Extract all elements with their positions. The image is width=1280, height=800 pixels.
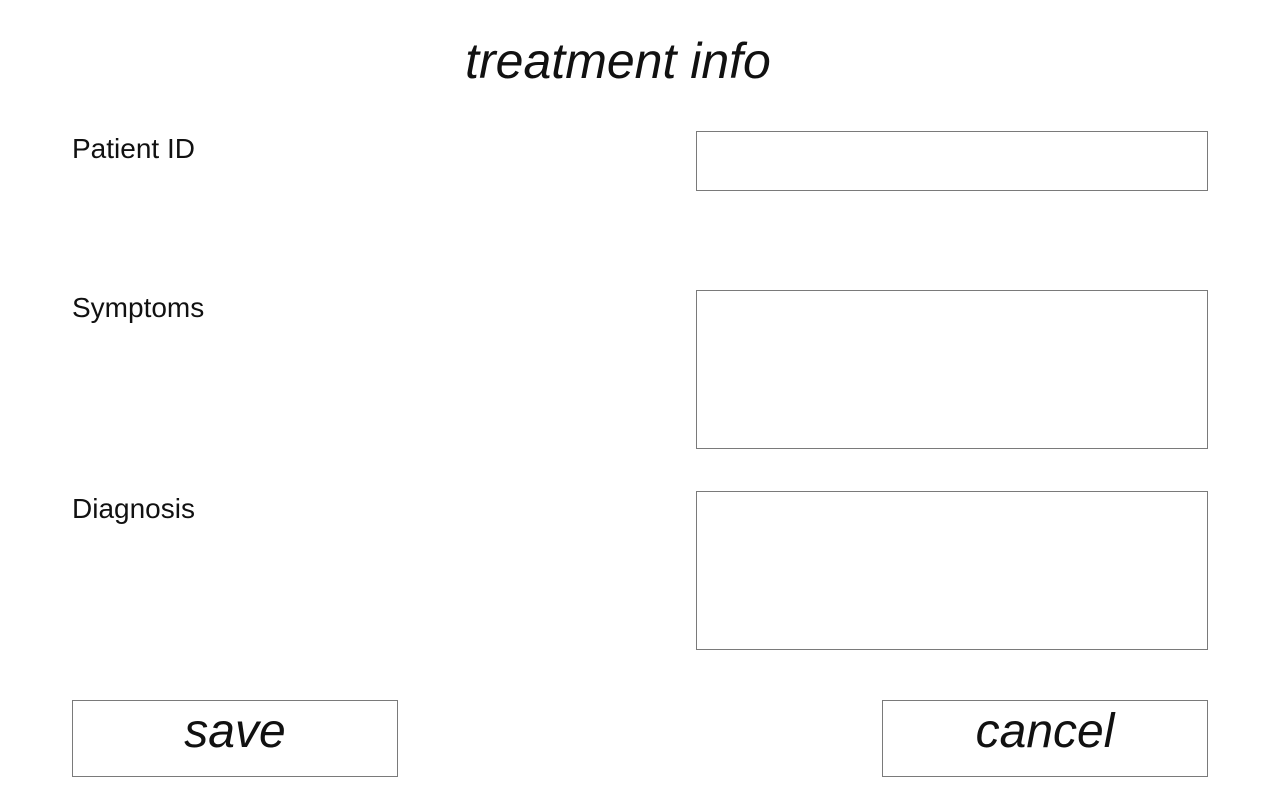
patient-id-label: Patient ID [72, 133, 195, 164]
symptoms-textarea[interactable] [696, 290, 1208, 449]
save-button[interactable]: save [72, 700, 398, 777]
form-title: treatment info [465, 33, 771, 89]
symptoms-label: Symptoms [72, 292, 205, 323]
diagnosis-label: Diagnosis [72, 493, 195, 524]
diagnosis-textarea[interactable] [696, 491, 1208, 650]
patient-id-input[interactable] [696, 131, 1208, 191]
cancel-button[interactable]: cancel [882, 700, 1208, 777]
